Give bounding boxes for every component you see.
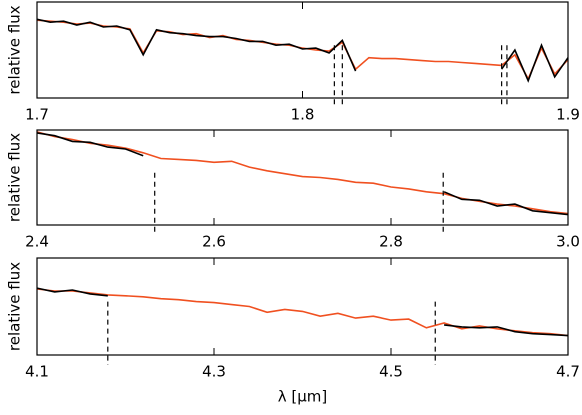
- plot-frame: [36, 257, 569, 356]
- plot-frame: [36, 1, 569, 99]
- x-tick-label: 2.6: [202, 233, 226, 251]
- x-tick-label: 1.7: [25, 106, 49, 124]
- x-tick-label: 4.1: [25, 363, 49, 381]
- x-tick-label: 2.8: [379, 233, 403, 251]
- y-axis-label: relative flux: [6, 5, 24, 94]
- spectrum-line: [36, 288, 569, 337]
- x-tick-label: 2.4: [25, 233, 49, 251]
- spectrum-line: [36, 18, 569, 83]
- x-tick-label: 4.5: [379, 363, 403, 381]
- spectrum-line: [36, 287, 569, 337]
- y-axis-label: relative flux: [6, 262, 24, 351]
- plot-frame: [36, 129, 569, 226]
- x-tick-label: 3.0: [556, 233, 580, 251]
- x-tick-label: 1.8: [291, 106, 315, 124]
- x-tick-label: 4.3: [202, 363, 226, 381]
- spectrum-line: [36, 132, 569, 216]
- spectrum-line: [36, 131, 569, 215]
- y-axis-label: relative flux: [6, 133, 24, 222]
- x-tick-label: 4.7: [556, 363, 580, 381]
- x-axis-label: λ [μm]: [278, 388, 328, 406]
- x-tick-label: 1.9: [556, 106, 580, 124]
